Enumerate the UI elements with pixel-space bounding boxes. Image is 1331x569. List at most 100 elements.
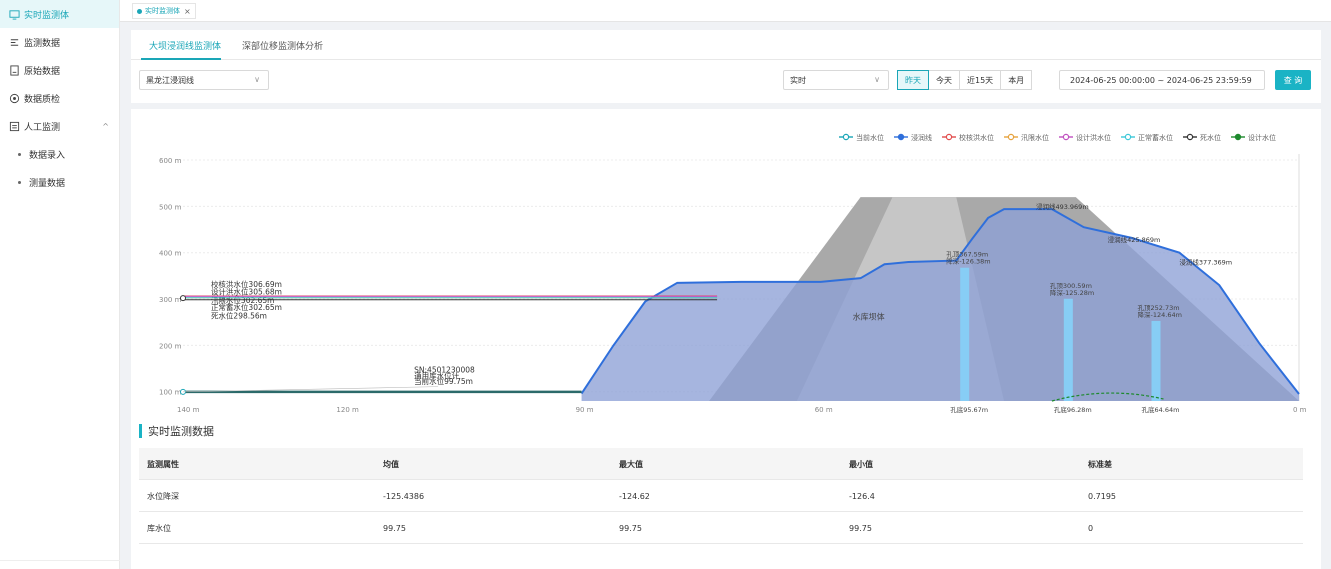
hole-top-label: 孔顶300.59m <box>1050 282 1092 290</box>
water-level-label: 死水位298.56m <box>211 311 267 321</box>
date-range-value: 2024-06-25 00:00:00 ~ 2024-06-25 23:59:5… <box>1070 75 1252 85</box>
sidebar-item-raw-data[interactable]: 原始数据 <box>0 56 119 84</box>
today-button[interactable]: 今天 <box>928 70 960 90</box>
current-device-label: 通用库水位计 <box>414 370 459 380</box>
legend-marker <box>897 133 905 141</box>
section-divider <box>131 103 1321 109</box>
legend-marker <box>1124 133 1132 141</box>
tab-seepage-monitor[interactable]: 大坝浸润线监测体 <box>149 42 222 52</box>
legend-label: 正常蓄水位 <box>1138 133 1173 142</box>
tab-displacement[interactable]: 深部位移监测体分析 <box>242 42 324 52</box>
seepage-line <box>580 208 1300 395</box>
sidebar-divider <box>0 560 120 561</box>
query-button[interactable]: 查 询 <box>1275 70 1311 90</box>
monitor-data-table: 监测属性 均值 最大值 最小值 标准差 水位降深 -125.4386 -124.62 -126.… <box>139 448 1303 544</box>
table-cell: -125.4386 <box>383 491 425 501</box>
sidebar-subitem-label: 测量数据 <box>29 178 66 189</box>
table-cell: 0 <box>1088 523 1094 533</box>
table-header-cell: 监测属性 <box>147 459 179 469</box>
hole-bottom-label: 孔底95.67m <box>950 405 988 414</box>
sidebar-subitem-label: 数据录入 <box>29 150 66 161</box>
check-icon <box>8 92 20 104</box>
sidebar-item-label: 实时监测体 <box>24 10 70 21</box>
seepage-label: 浸润线425.869m <box>1108 235 1161 244</box>
yesterday-button[interactable]: 昨天 <box>897 70 929 90</box>
file-icon <box>8 64 20 76</box>
legend-label: 浸润线 <box>911 133 932 142</box>
sidebar-subitem-entry[interactable]: 数据录入 <box>0 140 119 168</box>
title-accent-bar <box>139 424 142 438</box>
sidebar-item-quality[interactable]: 数据质检 <box>0 84 119 112</box>
legend-marker <box>842 133 850 141</box>
line-select[interactable]: 黑龙江浸润线 ∨ <box>139 70 269 90</box>
legend-label: 设计洪水位 <box>1076 133 1111 142</box>
sidebar: 实时监测体 监测数据 原始数据 数据质检 人工监测 ^ <box>0 0 120 569</box>
y-tick-label: 600 m <box>159 157 182 165</box>
this-month-button[interactable]: 本月 <box>1000 70 1033 90</box>
hole-top-label: 孔顶367.59m <box>946 251 988 259</box>
chevron-up-icon[interactable]: ^ <box>102 121 109 131</box>
hole-bottom-label: 孔底96.28m <box>1054 405 1092 414</box>
table-title-text: 实时监测数据 <box>148 425 214 438</box>
table-cell: 库水位 <box>147 523 171 533</box>
close-icon[interactable]: × <box>184 6 191 16</box>
sidebar-item-realtime[interactable]: 实时监测体 <box>0 0 119 28</box>
sidebar-item-label: 原始数据 <box>24 66 61 77</box>
data-icon <box>8 36 20 48</box>
sidebar-item-manual[interactable]: 人工监测 ^ <box>0 112 119 140</box>
table-header-cell: 最大值 <box>619 459 643 469</box>
monitor-icon <box>8 8 20 20</box>
table-cell: 99.75 <box>619 523 642 533</box>
tab-realtime[interactable]: 实时监测体 × <box>132 3 196 19</box>
y-tick-label: 100 m <box>159 389 182 397</box>
manual-icon <box>8 120 20 132</box>
water-level-label: 设计洪水位305.68m <box>211 286 282 296</box>
x-tick-label: 120 m <box>336 406 359 414</box>
hole-top-label: 孔顶252.73m <box>1138 304 1180 312</box>
table-row: 库水位 99.75 99.75 99.75 0 <box>139 512 1303 544</box>
legend-label: 校核洪水位 <box>959 133 994 142</box>
active-tab-indicator <box>141 58 221 60</box>
x-tick-label: 0 m <box>1293 406 1307 414</box>
date-range-picker[interactable]: 2024-06-25 00:00:00 ~ 2024-06-25 23:59:5… <box>1059 70 1265 90</box>
current-sn-label: SN:4501230008 <box>414 366 475 375</box>
sub-tabs: 大坝浸润线监测体 深部位移监测体分析 <box>131 30 1321 60</box>
legend-label: 汛限水位 <box>1021 133 1049 142</box>
current-level-label: 当前水位99.75m <box>414 376 473 386</box>
table-header-cell: 标准差 <box>1088 459 1112 469</box>
table-title: 实时监测数据 <box>139 424 214 438</box>
legend-label: 当前水位 <box>856 133 884 142</box>
y-tick-label: 300 m <box>159 296 182 304</box>
legend-marker <box>1186 133 1194 141</box>
seepage-label: 浸润线377.369m <box>1179 257 1232 266</box>
hole-depth-label: 降深-125.28m <box>1050 288 1094 297</box>
legend-label: 死水位 <box>1200 133 1221 142</box>
sidebar-item-label: 监测数据 <box>24 38 61 49</box>
legend-label: 设计水位 <box>1248 133 1276 142</box>
tab-label: 实时监测体 <box>145 7 180 15</box>
water-level-label: 校核洪水位306.69m <box>211 279 282 289</box>
x-tick-label: 60 m <box>815 406 833 414</box>
bullet-icon <box>18 152 21 156</box>
last15days-button[interactable]: 近15天 <box>959 70 1002 90</box>
table-cell: 0.7195 <box>1088 491 1116 501</box>
seepage-area <box>581 209 1299 401</box>
sidebar-item-label: 人工监测 <box>24 122 61 133</box>
line-select-value: 黑龙江浸润线 <box>146 75 194 85</box>
sidebar-item-monitor-data[interactable]: 监测数据 <box>0 28 119 56</box>
table-row: 水位降深 -125.4386 -124.62 -126.4 0.7195 <box>139 480 1303 512</box>
y-tick-label: 500 m <box>159 203 182 211</box>
x-tick-label: 90 m <box>576 406 594 414</box>
hole-depth-label: 降深-124.64m <box>1138 310 1182 319</box>
sidebar-subitem-measure[interactable]: 测量数据 <box>0 168 119 196</box>
mode-select[interactable]: 实时 ∨ <box>783 70 889 90</box>
date-button-group: 昨天 今天 近15天 本月 <box>897 70 1033 90</box>
current-level-leader <box>182 386 439 393</box>
y-tick-label: 400 m <box>159 250 182 258</box>
hole-depth-label: 降深-126.38m <box>946 257 990 266</box>
monitor-hole <box>960 267 970 401</box>
monitor-hole <box>1063 298 1073 401</box>
legend-marker <box>1062 133 1070 141</box>
legend-marker <box>945 133 953 141</box>
